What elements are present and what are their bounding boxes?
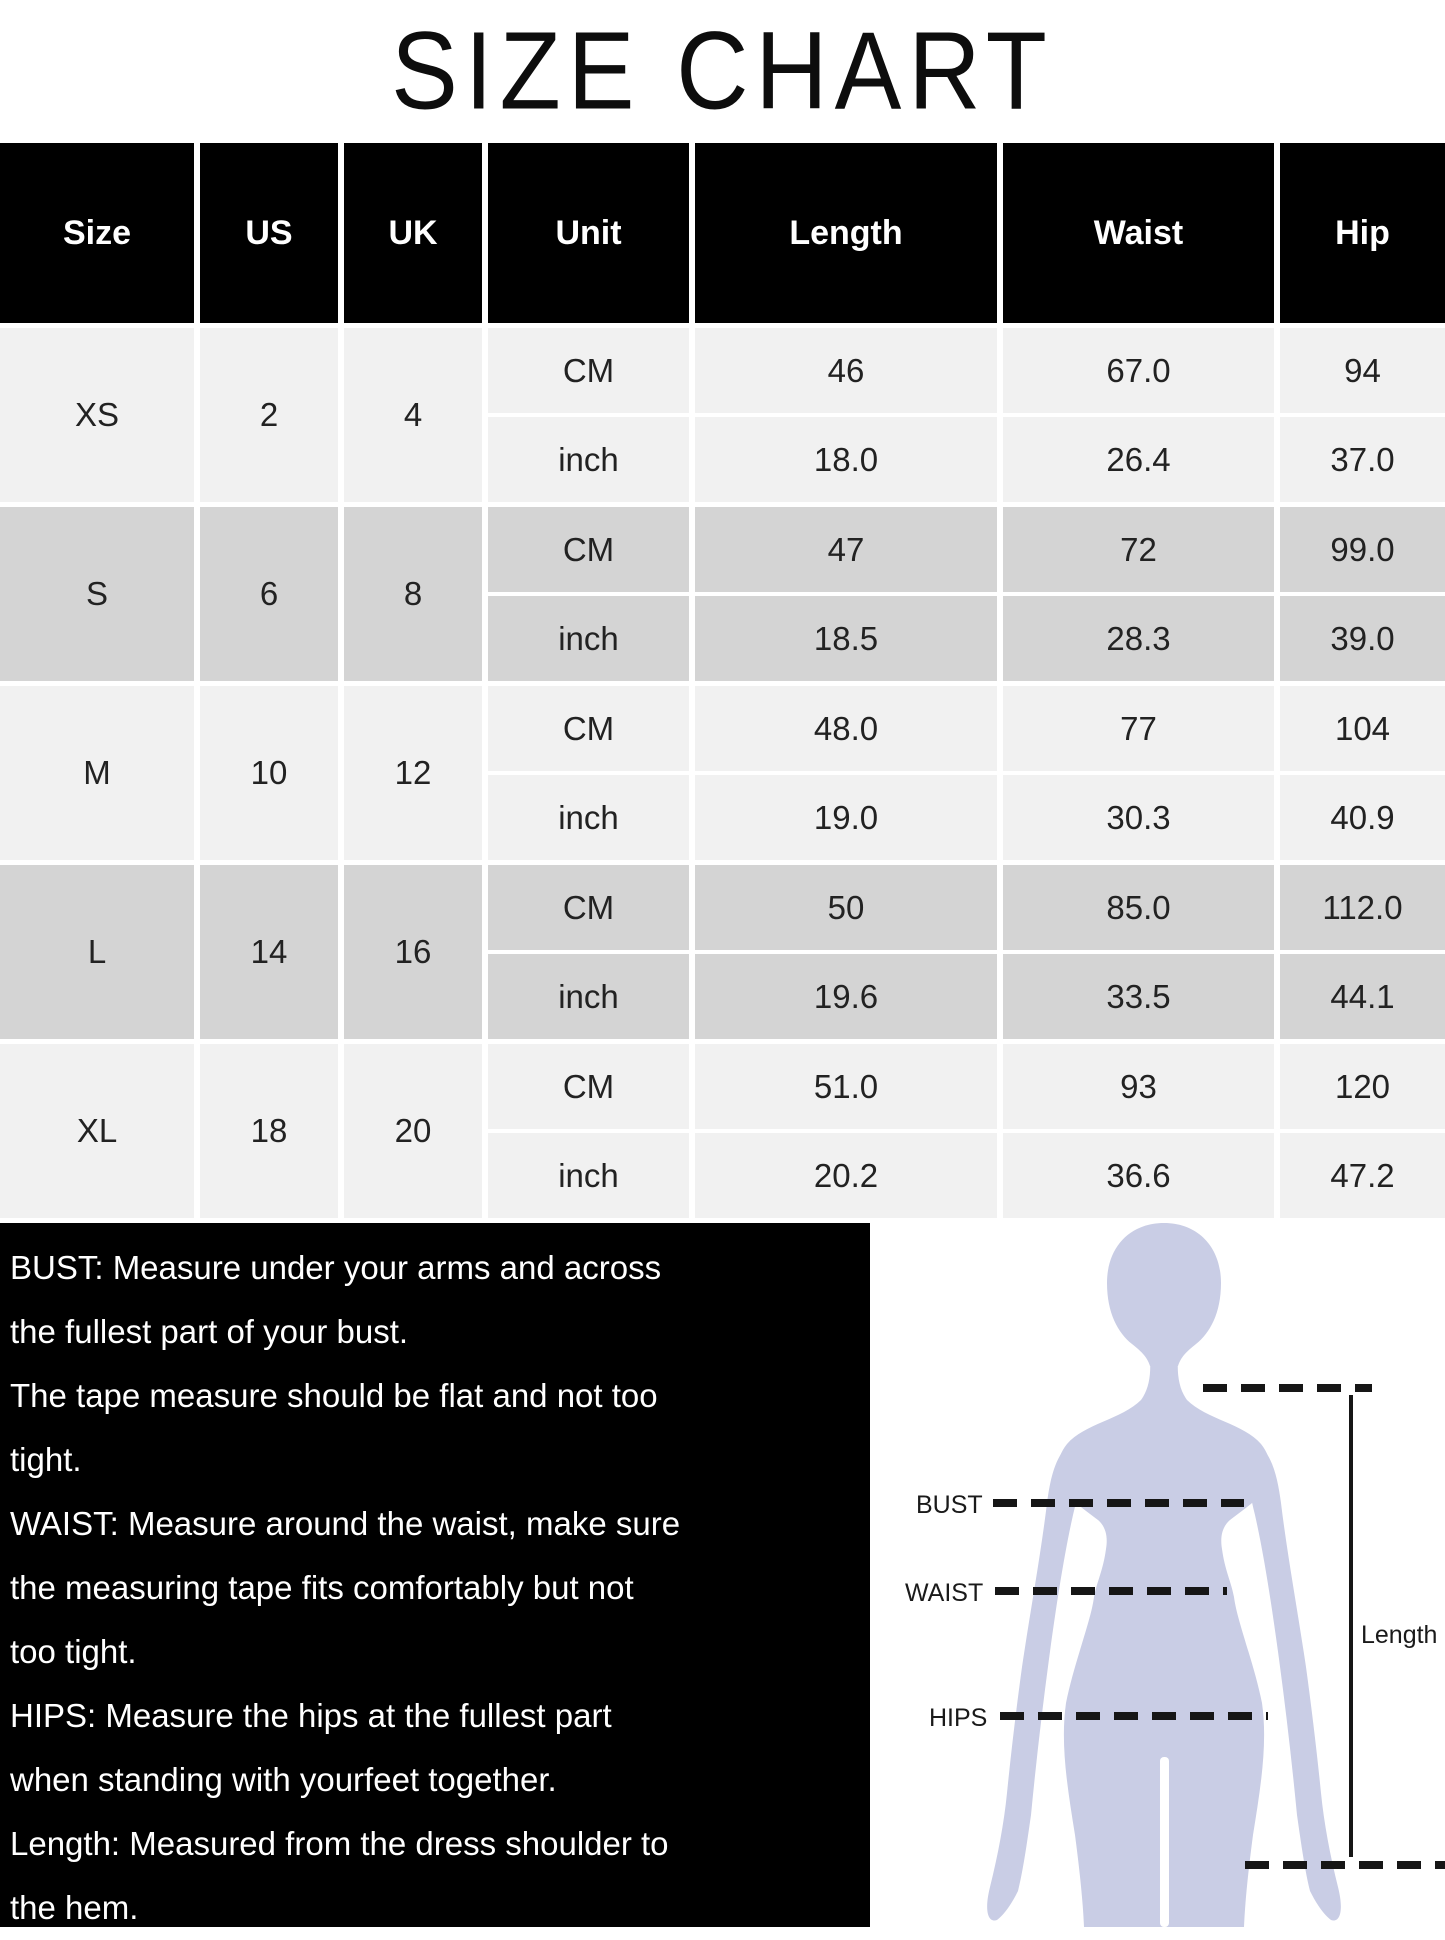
header-cell-size: Size xyxy=(0,143,194,323)
page-title: SIZE CHART xyxy=(391,9,1054,133)
uk-cell: 16 xyxy=(344,865,482,1039)
us-cell: 14 xyxy=(200,865,338,1039)
unit-cell-inch: inch xyxy=(488,417,689,502)
length-inch-cell: 18.0 xyxy=(695,417,997,502)
length-label: Length xyxy=(1361,1621,1437,1649)
instruction-line: HIPS: Measure the hips at the fullest pa… xyxy=(10,1697,612,1734)
unit-cell-cm: CM xyxy=(488,507,689,592)
length-inch-cell: 20.2 xyxy=(695,1133,997,1218)
hip-cm-cell: 104 xyxy=(1280,686,1445,771)
unit-cell-inch: inch xyxy=(488,775,689,860)
hip-inch-cell: 39.0 xyxy=(1280,596,1445,681)
size-cell: XS xyxy=(0,328,194,502)
instruction-line: when standing with yourfeet together. xyxy=(10,1761,557,1798)
length-inch-cell: 19.6 xyxy=(695,954,997,1039)
length-inch-cell: 18.5 xyxy=(695,596,997,681)
uk-cell: 12 xyxy=(344,686,482,860)
header-cell-uk: UK xyxy=(344,143,482,323)
unit-cell-cm: CM xyxy=(488,328,689,413)
instruction-line: the measuring tape fits comfortably but … xyxy=(10,1569,634,1606)
size-row-s: S 6 8 CM 47 72 99.0 inch 18.5 28.3 39.0 xyxy=(0,507,1445,681)
hip-inch-cell: 44.1 xyxy=(1280,954,1445,1039)
size-cell: S xyxy=(0,507,194,681)
waist-inch-cell: 33.5 xyxy=(1003,954,1274,1039)
waist-cm-cell: 77 xyxy=(1003,686,1274,771)
length-inch-cell: 19.0 xyxy=(695,775,997,860)
hip-inch-cell: 37.0 xyxy=(1280,417,1445,502)
title-band: SIZE CHART xyxy=(0,0,1445,143)
waist-cm-cell: 85.0 xyxy=(1003,865,1274,950)
length-cm-cell: 50 xyxy=(695,865,997,950)
length-cm-cell: 48.0 xyxy=(695,686,997,771)
hip-cm-cell: 120 xyxy=(1280,1044,1445,1129)
waist-label: WAIST xyxy=(905,1579,983,1607)
hip-cm-cell: 99.0 xyxy=(1280,507,1445,592)
uk-cell: 8 xyxy=(344,507,482,681)
instruction-line: the fullest part of your bust. xyxy=(10,1313,409,1350)
size-table-header: Size US UK Unit Length Waist Hip xyxy=(0,143,1445,323)
waist-inch-cell: 36.6 xyxy=(1003,1133,1274,1218)
waist-cm-cell: 67.0 xyxy=(1003,328,1274,413)
us-cell: 6 xyxy=(200,507,338,681)
instruction-line: the hem. xyxy=(10,1889,139,1926)
hip-inch-cell: 40.9 xyxy=(1280,775,1445,860)
bottom-section: BUST: Measure under your arms and across… xyxy=(0,1223,1445,1927)
size-cell: XL xyxy=(0,1044,194,1218)
size-row-l: L 14 16 CM 50 85.0 112.0 inch 19.6 33.5 … xyxy=(0,865,1445,1039)
waist-inch-cell: 30.3 xyxy=(1003,775,1274,860)
us-cell: 18 xyxy=(200,1044,338,1218)
header-cell-hip: Hip xyxy=(1280,143,1445,323)
unit-cell-cm: CM xyxy=(488,1044,689,1129)
instruction-line: too tight. xyxy=(10,1633,137,1670)
instruction-line: Length: Measured from the dress shoulder… xyxy=(10,1825,669,1862)
us-cell: 2 xyxy=(200,328,338,502)
measurement-instructions: BUST: Measure under your arms and across… xyxy=(0,1223,870,1927)
bust-label: BUST xyxy=(916,1491,983,1519)
instruction-line: tight. xyxy=(10,1441,82,1478)
hip-cm-cell: 94 xyxy=(1280,328,1445,413)
leg-gap xyxy=(1160,1757,1169,1927)
unit-cell-cm: CM xyxy=(488,865,689,950)
size-cell: M xyxy=(0,686,194,860)
length-cm-cell: 47 xyxy=(695,507,997,592)
hips-label: HIPS xyxy=(929,1704,987,1732)
unit-cell-inch: inch xyxy=(488,954,689,1039)
length-cm-cell: 46 xyxy=(695,328,997,413)
header-cell-us: US xyxy=(200,143,338,323)
hip-inch-cell: 47.2 xyxy=(1280,1133,1445,1218)
uk-cell: 4 xyxy=(344,328,482,502)
header-cell-unit: Unit xyxy=(488,143,689,323)
instruction-line: WAIST: Measure around the waist, make su… xyxy=(10,1505,681,1542)
unit-cell-inch: inch xyxy=(488,596,689,681)
unit-cell-inch: inch xyxy=(488,1133,689,1218)
size-row-xs: XS 2 4 CM 46 67.0 94 inch 18.0 26.4 37.0 xyxy=(0,328,1445,502)
instruction-line: The tape measure should be flat and not … xyxy=(10,1377,658,1414)
body-measurement-diagram: BUST WAIST HIPS Length xyxy=(870,1223,1445,1927)
size-row-m: M 10 12 CM 48.0 77 104 inch 19.0 30.3 40… xyxy=(0,686,1445,860)
uk-cell: 20 xyxy=(344,1044,482,1218)
hip-cm-cell: 112.0 xyxy=(1280,865,1445,950)
length-cm-cell: 51.0 xyxy=(695,1044,997,1129)
size-row-xl: XL 18 20 CM 51.0 93 120 inch 20.2 36.6 4… xyxy=(0,1044,1445,1218)
unit-cell-cm: CM xyxy=(488,686,689,771)
waist-inch-cell: 28.3 xyxy=(1003,596,1274,681)
waist-cm-cell: 72 xyxy=(1003,507,1274,592)
header-cell-length: Length xyxy=(695,143,997,323)
instruction-line: BUST: Measure under your arms and across xyxy=(10,1249,662,1286)
size-cell: L xyxy=(0,865,194,1039)
us-cell: 10 xyxy=(200,686,338,860)
waist-inch-cell: 26.4 xyxy=(1003,417,1274,502)
waist-cm-cell: 93 xyxy=(1003,1044,1274,1129)
header-cell-waist: Waist xyxy=(1003,143,1274,323)
